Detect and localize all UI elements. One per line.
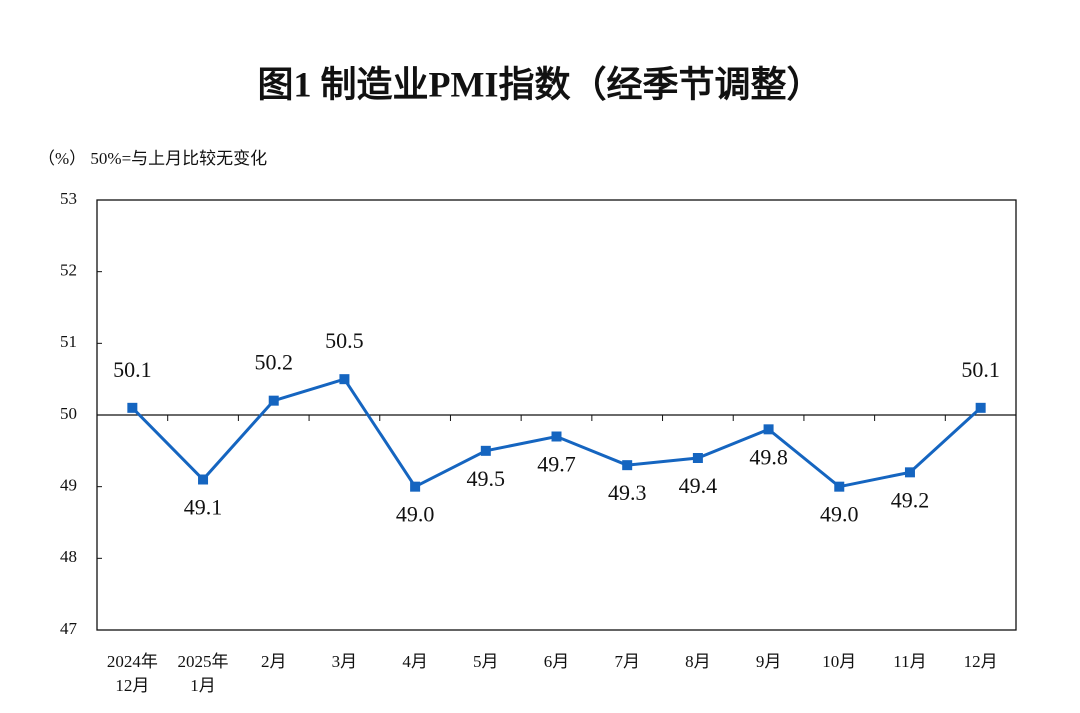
x-tick-label: 9月 [755, 652, 782, 671]
data-label: 49.0 [820, 502, 859, 527]
x-tick-label: 5月 [473, 652, 499, 671]
x-tick-label: 10月 [822, 652, 857, 671]
x-tick-label: 12月 [963, 652, 998, 671]
marker [268, 395, 279, 406]
y-tick-label: 49 [60, 476, 77, 495]
marker [834, 481, 845, 492]
marker [198, 474, 209, 485]
y-tick-label: 48 [60, 547, 77, 566]
data-label: 49.8 [749, 444, 788, 469]
data-label: 50.2 [254, 350, 293, 375]
x-tick-label: 6月 [543, 652, 570, 671]
x-tick-label: 2月 [260, 652, 287, 671]
marker [975, 402, 986, 413]
marker [339, 374, 350, 385]
marker [410, 481, 421, 492]
data-label: 49.5 [467, 466, 506, 491]
data-label: 50.1 [961, 357, 1000, 382]
data-label: 49.3 [608, 480, 647, 505]
y-tick-label: 51 [60, 332, 77, 351]
x-tick-label: 11月 [893, 652, 927, 671]
data-label: 49.0 [396, 502, 435, 527]
x-tick-label: 2025年 1月 [177, 652, 229, 695]
marker [904, 467, 915, 478]
marker [480, 445, 491, 456]
marker [127, 402, 138, 413]
data-label: 49.4 [679, 473, 718, 498]
x-tick-label: 3月 [331, 652, 358, 671]
x-tick-label: 4月 [402, 652, 428, 671]
marker [622, 460, 633, 471]
data-label: 49.1 [184, 495, 223, 520]
marker [763, 424, 774, 435]
x-tick-label: 7月 [614, 652, 640, 671]
x-tick-label: 8月 [685, 652, 711, 671]
y-tick-label: 52 [60, 261, 77, 280]
x-tick-label: 2024年 12月 [106, 652, 158, 695]
y-tick-label: 50 [60, 404, 77, 423]
y-tick-label: 53 [60, 189, 77, 208]
marker [551, 431, 562, 442]
data-label: 50.1 [113, 357, 152, 382]
data-label: 49.2 [891, 487, 930, 512]
data-label: 50.5 [325, 328, 364, 353]
y-tick-label: 47 [60, 619, 78, 638]
chart-title: 图1 制造业PMI指数（经季节调整） [258, 64, 823, 104]
marker [692, 453, 703, 463]
data-label: 49.7 [537, 452, 576, 477]
note: （%） 50%=与上月比较无变化 [38, 149, 267, 168]
